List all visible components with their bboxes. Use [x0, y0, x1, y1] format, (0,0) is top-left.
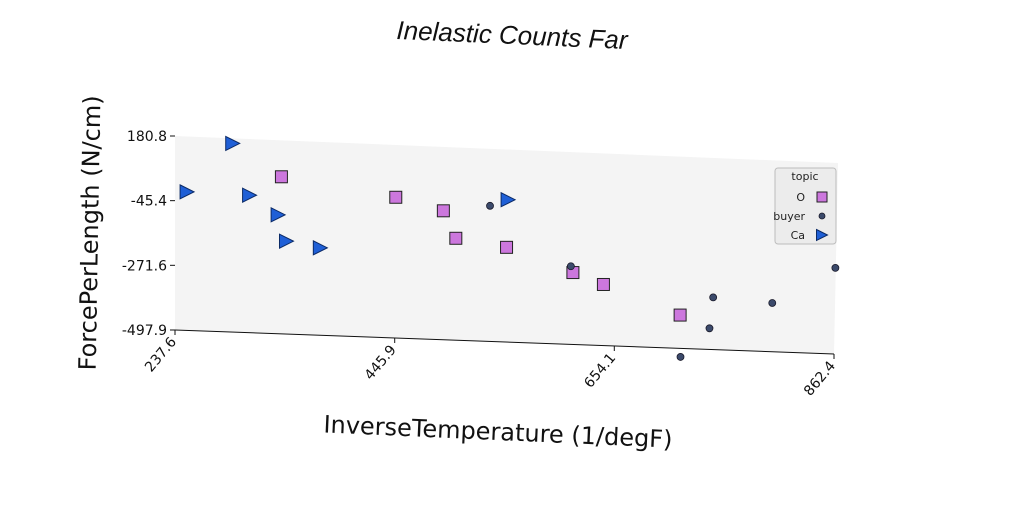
x-axis-label: InverseTemperature (1/degF) [323, 410, 673, 453]
data-point-buyer [768, 299, 777, 307]
data-point-buyer [709, 293, 718, 302]
y-tick-label: -271.6 [122, 258, 167, 274]
data-point-buyer [705, 324, 714, 333]
y-tick-label: -497.9 [122, 323, 167, 339]
data-point-ca [242, 187, 258, 204]
legend-label: buyer [773, 210, 805, 223]
data-point-o [500, 240, 514, 254]
y-tick-label: 180.8 [127, 129, 167, 145]
x-axis-line [174, 329, 835, 355]
legend-marker-buyer [818, 212, 826, 220]
data-point-o [436, 204, 450, 218]
data-point-ca [500, 191, 517, 208]
data-point-ca [312, 240, 329, 256]
legend-box [774, 167, 837, 245]
y-axis-label: ForcePerLength (N/cm) [74, 95, 107, 370]
legend-title: topic [791, 170, 818, 183]
data-point-ca [225, 135, 241, 152]
chart-title: Inelastic Counts Far [396, 15, 630, 55]
data-point-ca [278, 233, 295, 249]
data-point-buyer [676, 353, 685, 361]
x-tick-label: 237.6 [142, 334, 180, 375]
x-tick-label: 445.9 [362, 342, 400, 383]
data-point-o [389, 190, 403, 204]
x-tick-label: 862.4 [801, 358, 839, 399]
data-point-ca [179, 184, 196, 200]
legend-label: O [796, 191, 805, 204]
data-point-o [449, 231, 463, 245]
legend-marker-ca [816, 228, 829, 242]
x-tick-label: 654.1 [581, 350, 619, 391]
data-point-buyer [486, 201, 494, 210]
data-point-ca [270, 207, 287, 223]
legend-label: Ca [791, 229, 805, 242]
legend-marker-o [816, 191, 828, 203]
data-point-o [673, 308, 687, 322]
data-point-o [596, 277, 610, 291]
data-point-buyer [566, 262, 575, 271]
data-point-o [274, 170, 288, 184]
data-point-buyer [831, 263, 840, 272]
y-tick-label: -45.4 [131, 194, 167, 210]
